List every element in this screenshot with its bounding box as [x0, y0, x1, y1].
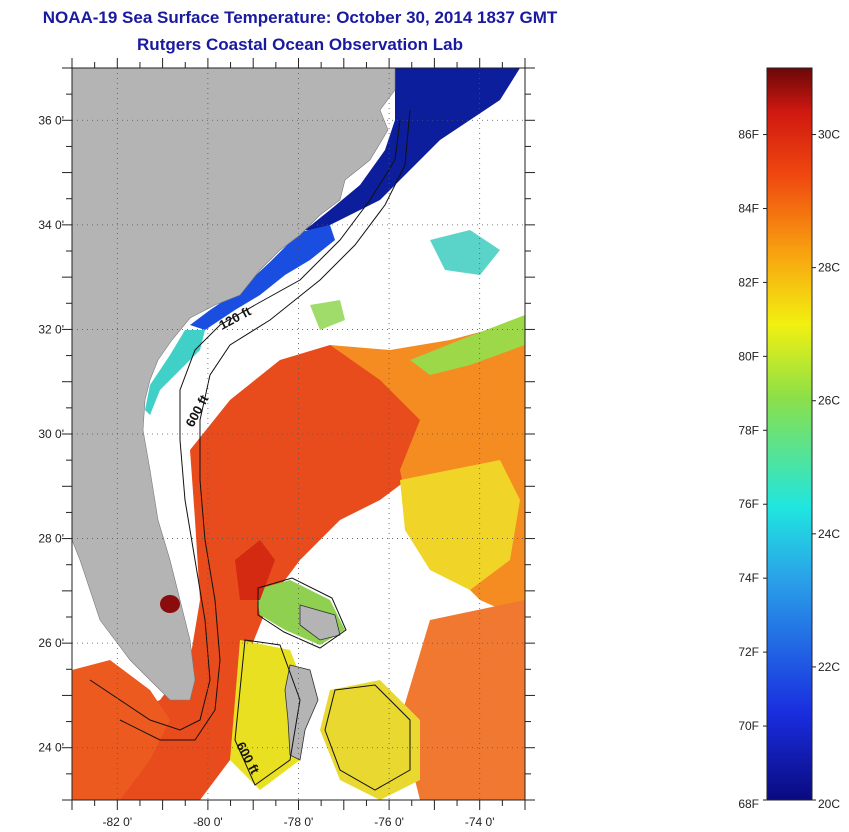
map-ticks — [62, 58, 535, 810]
colorbar-f-label: 68F — [738, 797, 759, 811]
cyan-patch — [430, 230, 500, 275]
coastal-navy — [305, 68, 520, 230]
map-area: 120 ft 600 ft 600 ft — [72, 68, 525, 800]
gulf-mexico-warm — [72, 660, 170, 800]
colorbar-c-label: 24C — [818, 527, 840, 541]
colorbar-f-label: 72F — [738, 645, 759, 659]
isobath-bahamas-2 — [324, 684, 411, 791]
colorbar-f-label: 78F — [738, 423, 759, 437]
isobath-120ft — [89, 119, 401, 731]
coastal-blue — [190, 225, 335, 330]
lat-tick-label: 36 0' — [38, 113, 64, 127]
colorbar-f-label: 80F — [738, 349, 759, 363]
colorbar-c-label: 26C — [818, 394, 840, 408]
lon-tick-label: -80 0' — [193, 815, 223, 829]
colorbar — [766, 67, 813, 801]
offshore-green — [310, 300, 345, 330]
colorbar-c-label: 30C — [818, 128, 840, 142]
lat-tick-label: 28 0' — [38, 532, 64, 546]
colorbar-f-label: 82F — [738, 275, 759, 289]
coastal-cyan — [145, 330, 205, 415]
hot-core — [235, 540, 275, 600]
lat-tick-label: 24 0' — [38, 741, 64, 755]
colorbar-f-label: 70F — [738, 719, 759, 733]
andros-island — [284, 664, 319, 761]
yellow-patch — [400, 460, 520, 590]
lon-tick-label: -78 0' — [284, 815, 314, 829]
map-tick-labels: -82 0' -80 0' -78 0' -76 0' -74 0' 36 0' 34 0'… — [38, 113, 494, 829]
lon-tick-label: -82 0' — [102, 815, 132, 829]
colorbar-f-label: 86F — [738, 128, 759, 142]
colorbar-c-label: 22C — [818, 660, 840, 674]
map-subtitle: Rutgers Coastal Ocean Observation Lab — [137, 35, 463, 54]
isobath-600ft — [119, 109, 411, 741]
grand-bahama — [299, 604, 341, 641]
lake-okeechobee — [160, 595, 180, 613]
lon-tick-label: -76 0' — [374, 815, 404, 829]
colorbar-labels: 86F 84F 82F 80F 78F 76F 74F 72F 70F 68F 30C 28C 26C 2… — [738, 128, 840, 811]
lat-tick-label: 30 0' — [38, 427, 64, 441]
lon-tick-label: -74 0' — [465, 815, 495, 829]
isobath-bahamas — [234, 639, 301, 786]
southeast-warm — [400, 600, 525, 800]
lat-tick-label: 32 0' — [38, 322, 64, 336]
colorbar-f-label: 74F — [738, 571, 759, 585]
colorbar-c-label: 28C — [818, 261, 840, 275]
green-band — [410, 315, 525, 375]
map-title: NOAA-19 Sea Surface Temperature: October… — [42, 8, 558, 27]
lat-tick-label: 34 0' — [38, 218, 64, 232]
lat-tick-label: 26 0' — [38, 636, 64, 650]
map-gridlines — [72, 68, 525, 800]
isobath-bahamas-3 — [257, 577, 347, 649]
colorbar-c-label: 20C — [818, 797, 840, 811]
bahamas-yellow-2 — [320, 680, 420, 800]
land-mass — [72, 68, 396, 701]
colorbar-f-label: 76F — [738, 497, 759, 511]
colorbar-f-label: 84F — [738, 201, 759, 215]
